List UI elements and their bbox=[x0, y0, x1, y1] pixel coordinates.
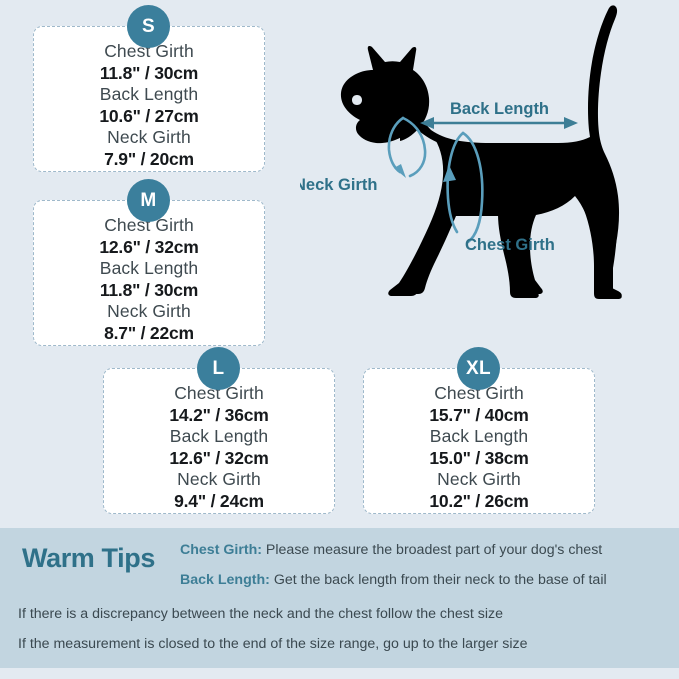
tip-chest-label: Chest Girth: bbox=[180, 542, 262, 558]
cat-silhouette-icon bbox=[340, 5, 622, 299]
measurement-value: 9.4" / 24cm bbox=[174, 491, 264, 511]
measurement-label: Neck Girth bbox=[107, 127, 191, 147]
measurement-value: 11.8" / 30cm bbox=[99, 63, 199, 83]
back-length-arrowhead-right bbox=[564, 117, 578, 129]
neck-girth-arrowhead bbox=[394, 164, 406, 178]
measurement-label: Chest Girth bbox=[104, 215, 194, 235]
tip-discrepancy: If there is a discrepancy between the ne… bbox=[18, 606, 504, 622]
measurement-value: 10.2" / 26cm bbox=[429, 491, 529, 511]
cat-measurement-diagram: Back Length Neck Girth Chest Girth bbox=[300, 0, 679, 330]
measurement-value: 14.2" / 36cm bbox=[169, 405, 269, 425]
size-badge-m: M bbox=[127, 179, 170, 222]
measurement-label: Back Length bbox=[169, 426, 269, 446]
back-length-arrowhead-left bbox=[420, 117, 434, 129]
tip-back-text: Get the back length from their neck to t… bbox=[269, 572, 607, 588]
measurement-label: Back Length bbox=[99, 84, 199, 104]
measurement-label: Chest Girth bbox=[434, 383, 524, 403]
tip-chest-girth: Chest Girth: Please measure the broadest… bbox=[180, 542, 602, 558]
measurement-label: Neck Girth bbox=[107, 301, 191, 321]
tip-size-range: If the measurement is closed to the end … bbox=[18, 636, 528, 652]
measurement-value: 7.9" / 20cm bbox=[104, 149, 194, 169]
neck-girth-label: Neck Girth bbox=[300, 176, 377, 194]
measurement-label: Chest Girth bbox=[104, 41, 194, 61]
size-card-l: Chest Girth 14.2" / 36cm Back Length 12.… bbox=[103, 368, 335, 514]
chest-girth-label: Chest Girth bbox=[465, 236, 555, 254]
size-card-xl: Chest Girth 15.7" / 40cm Back Length 15.… bbox=[363, 368, 595, 514]
chest-girth-arrowhead bbox=[443, 165, 456, 182]
measurement-value: 12.6" / 32cm bbox=[169, 448, 269, 468]
warm-tips-title: Warm Tips bbox=[22, 543, 155, 573]
back-length-label: Back Length bbox=[450, 100, 549, 118]
size-badge-l: L bbox=[197, 347, 240, 390]
measurement-value: 12.6" / 32cm bbox=[99, 237, 199, 257]
tip-back-label: Back Length: bbox=[180, 572, 270, 588]
measurement-label: Neck Girth bbox=[437, 469, 521, 489]
size-badge-xl: XL bbox=[457, 347, 500, 390]
measurement-value: 15.7" / 40cm bbox=[429, 405, 529, 425]
measurement-label: Neck Girth bbox=[177, 469, 261, 489]
measurement-label: Chest Girth bbox=[174, 383, 264, 403]
measurement-value: 11.8" / 30cm bbox=[99, 280, 199, 300]
measurement-value: 8.7" / 22cm bbox=[104, 323, 194, 343]
measurement-label: Back Length bbox=[99, 258, 199, 278]
warm-tips-section: Warm Tips Chest Girth: Please measure th… bbox=[0, 528, 679, 668]
measurement-label: Back Length bbox=[429, 426, 529, 446]
tip-back-length: Back Length: Get the back length from th… bbox=[180, 572, 607, 588]
measurement-value: 15.0" / 38cm bbox=[429, 448, 529, 468]
size-badge-s: S bbox=[127, 5, 170, 48]
tip-chest-text: Please measure the broadest part of your… bbox=[261, 542, 603, 558]
chest-girth-loop-icon bbox=[446, 131, 484, 244]
measurement-value: 10.6" / 27cm bbox=[99, 106, 199, 126]
size-card-s: Chest Girth 11.8" / 30cm Back Length 10.… bbox=[33, 26, 265, 172]
